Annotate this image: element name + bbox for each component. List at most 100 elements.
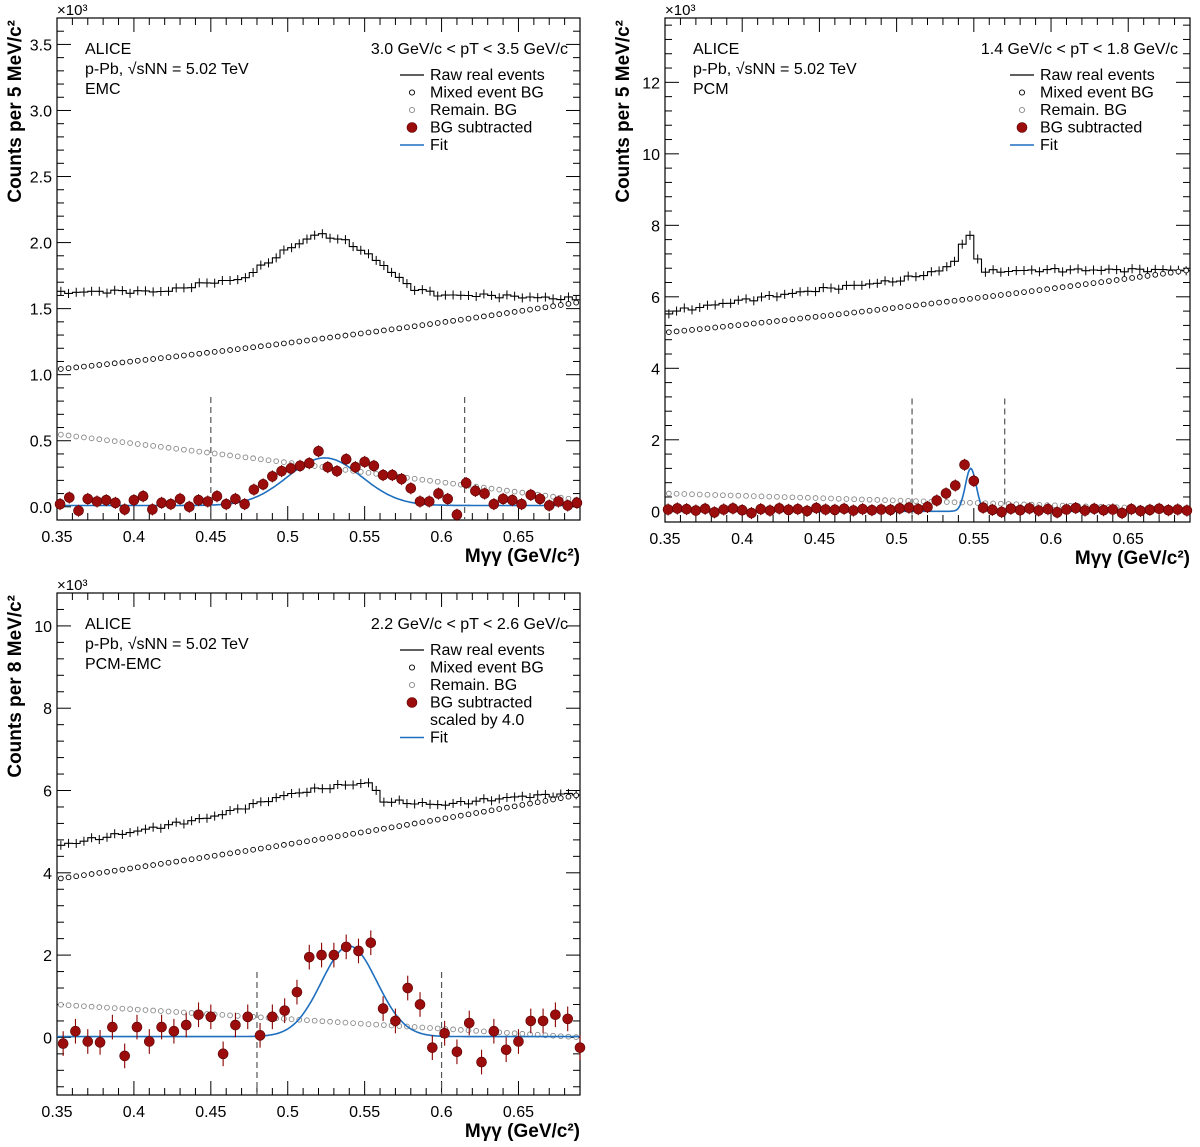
remain-bg-point <box>357 1020 364 1027</box>
remain-bg-point <box>173 445 180 452</box>
remain-bg-point <box>57 431 64 438</box>
mixed-bg-point <box>257 845 264 852</box>
bg-subtracted-point <box>773 503 785 514</box>
bg-subtracted-point <box>488 1025 500 1037</box>
remain-bg-point <box>181 446 187 453</box>
mixed-bg-point <box>997 292 1004 298</box>
remain-bg-point <box>434 1025 441 1032</box>
mixed-bg-point <box>789 316 796 323</box>
bg-subtracted-point <box>968 475 980 487</box>
y-axis-label: Counts per 8 MeV/c² <box>5 595 26 778</box>
mixed-bg-point <box>365 828 372 835</box>
bg-subtracted-point <box>1144 504 1156 516</box>
mixed-bg-point <box>165 354 172 361</box>
mixed-bg-point <box>196 350 203 357</box>
bg-subtracted-point <box>119 1050 130 1062</box>
bg-subtracted-point <box>193 494 204 506</box>
remain-bg-point <box>334 1019 341 1025</box>
y-tick-label: 0.5 <box>30 434 52 451</box>
bg-subtracted-point <box>959 459 970 471</box>
mixed-bg-point <box>1075 282 1081 288</box>
bg-subtracted-point <box>672 503 683 514</box>
raw-real-events-histogram <box>57 233 580 301</box>
mixed-bg-point <box>465 811 472 818</box>
mixed-bg-point <box>527 306 533 313</box>
mixed-bg-point <box>319 835 326 842</box>
bg-subtracted-point <box>537 1015 549 1027</box>
remain-bg-point <box>766 493 773 500</box>
y-axis-label: Counts per 5 MeV/c² <box>613 20 634 203</box>
legend-entry: Mixed event BG <box>430 85 544 102</box>
remain-bg-point <box>265 457 272 464</box>
alice-label: ALICE <box>85 41 131 58</box>
mixed-bg-point <box>727 323 734 329</box>
remain-bg-point <box>204 449 210 456</box>
bg-subtracted-point <box>497 493 509 505</box>
remain-bg-point <box>774 493 780 500</box>
bg-subtracted-point <box>571 497 583 509</box>
remain-bg-point <box>427 477 433 484</box>
bg-subtracted-point <box>977 502 989 514</box>
legend-entry: Raw real events <box>1040 67 1155 84</box>
mixed-bg-point <box>843 310 850 317</box>
remain-bg-point <box>743 493 749 499</box>
remain-bg-point <box>481 1028 487 1035</box>
mixed-bg-point <box>234 346 241 352</box>
bg-subtracted-point <box>755 503 767 515</box>
bg-subtracted-point <box>1126 503 1137 515</box>
mixed-bg-point <box>511 803 518 810</box>
remain-bg-point <box>311 1017 318 1024</box>
bg-subtracted-point <box>736 504 748 516</box>
mixed-bg-point <box>673 328 680 335</box>
bg-subtracted-point <box>433 488 444 499</box>
mixed-bg-point <box>457 316 464 323</box>
mixed-bg-point <box>797 315 803 322</box>
remain-bg-point <box>281 1015 287 1022</box>
legend-entry: BG subtracted <box>430 120 532 137</box>
bg-subtracted-point <box>1153 503 1165 515</box>
remain-bg-point <box>781 494 788 500</box>
bg-subtracted-point <box>949 480 961 491</box>
x-tick-label: 0.55 <box>349 529 380 546</box>
mixed-bg-point <box>959 296 966 303</box>
bg-subtracted-point <box>390 1015 401 1027</box>
bg-subtracted-point <box>1116 507 1128 519</box>
remain-bg-point <box>150 443 156 449</box>
bg-subtracted-point <box>470 485 481 497</box>
bg-subtracted-point <box>709 507 720 518</box>
bg-subtracted-point <box>922 501 933 513</box>
remain-bg-point <box>365 469 372 476</box>
remain-bg-point <box>913 498 919 504</box>
legend-marker-subtracted <box>406 697 418 708</box>
remain-bg-point <box>57 1001 64 1008</box>
legend-entry: Raw real events <box>430 642 545 659</box>
mixed-bg-point <box>350 830 356 837</box>
x-axis-label: Mγγ (GeV/c²) <box>465 546 580 567</box>
y-tick-label: 10 <box>642 147 660 164</box>
mixed-bg-point <box>119 359 126 366</box>
remain-bg-point <box>327 1018 333 1025</box>
remain-bg-point <box>342 467 349 473</box>
mixed-bg-point <box>250 344 256 351</box>
bg-subtracted-point <box>1163 504 1174 516</box>
remain-bg-point <box>111 1005 118 1011</box>
x-tick-label: 0.45 <box>195 529 226 546</box>
mixed-bg-point <box>442 815 449 822</box>
remain-bg-point <box>943 499 950 505</box>
remain-bg-point <box>257 456 264 463</box>
mixed-bg-point <box>311 837 318 843</box>
y-tick-label: 12 <box>642 75 660 92</box>
bg-subtracted-point <box>1061 504 1072 515</box>
bg-subtracted-point <box>248 484 260 495</box>
mixed-bg-point <box>373 328 380 335</box>
remain-bg-point <box>104 1004 110 1011</box>
remain-bg-point <box>81 434 87 441</box>
remain-bg-point <box>843 496 850 502</box>
mixed-bg-point <box>319 335 326 342</box>
remain-bg-point <box>411 475 418 482</box>
remain-bg-point <box>127 440 133 446</box>
legend-marker-remain <box>408 106 416 114</box>
mixed-bg-point <box>281 340 287 347</box>
bg-subtracted-point <box>451 509 463 521</box>
